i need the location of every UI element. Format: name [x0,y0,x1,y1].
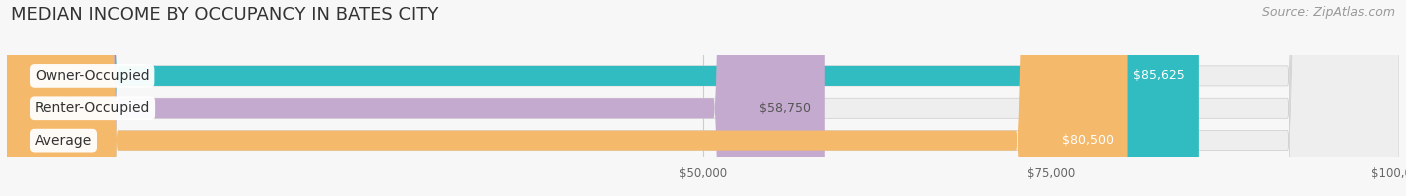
FancyBboxPatch shape [7,0,825,196]
Text: $58,750: $58,750 [759,102,811,115]
Text: Renter-Occupied: Renter-Occupied [35,101,150,115]
FancyBboxPatch shape [7,0,1399,196]
FancyBboxPatch shape [7,0,1399,196]
Text: Owner-Occupied: Owner-Occupied [35,69,149,83]
Text: Average: Average [35,134,93,148]
Text: MEDIAN INCOME BY OCCUPANCY IN BATES CITY: MEDIAN INCOME BY OCCUPANCY IN BATES CITY [11,6,439,24]
FancyBboxPatch shape [7,0,1128,196]
Text: $85,625: $85,625 [1133,69,1185,82]
Text: Source: ZipAtlas.com: Source: ZipAtlas.com [1261,6,1395,19]
FancyBboxPatch shape [7,0,1199,196]
FancyBboxPatch shape [7,0,1399,196]
Text: $80,500: $80,500 [1062,134,1114,147]
